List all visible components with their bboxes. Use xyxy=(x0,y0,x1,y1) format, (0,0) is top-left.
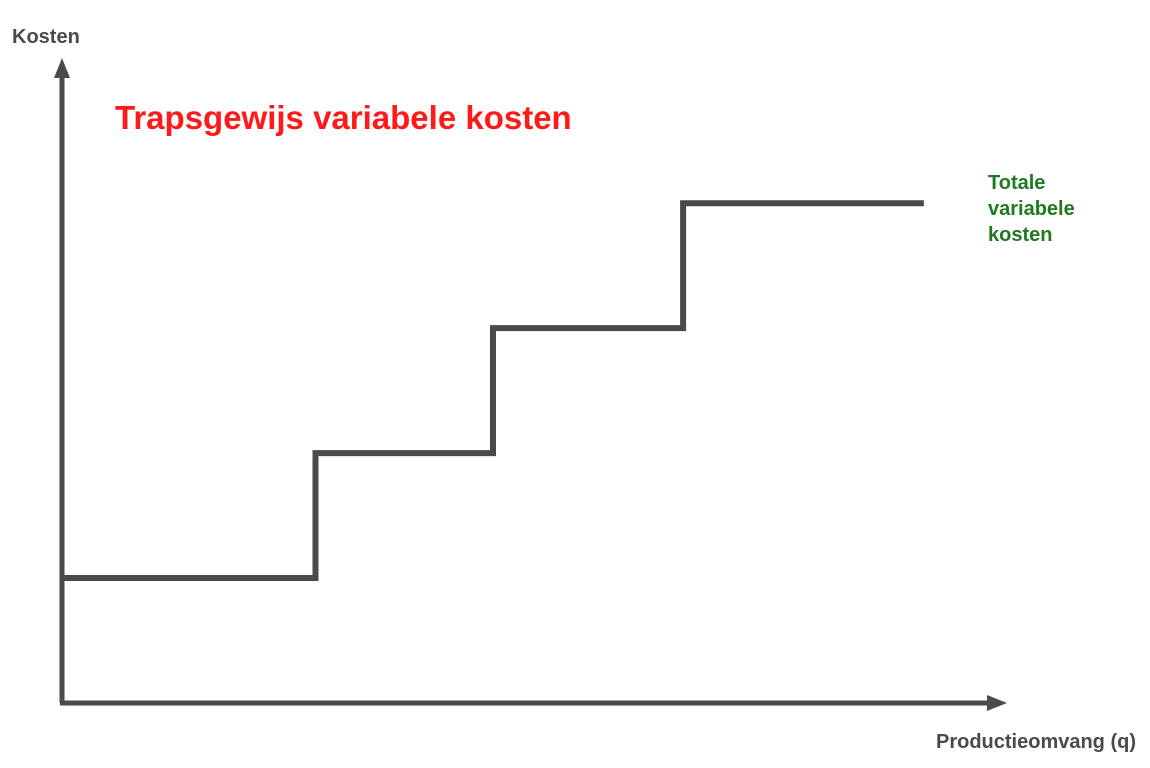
x-axis-arrow xyxy=(987,695,1007,711)
series-label: Totale variabele kosten xyxy=(988,170,1075,248)
y-axis-arrow xyxy=(54,58,70,78)
series-label-line-3: kosten xyxy=(988,224,1053,246)
series-label-line-2: variabele xyxy=(988,198,1075,220)
series-label-line-1: Totale xyxy=(988,172,1046,194)
x-axis-label: Productieomvang (q) xyxy=(935,731,1136,753)
y-axis-label: Kosten xyxy=(12,26,80,48)
chart-title: Trapsgewijs variabele kosten xyxy=(115,99,572,136)
series-line-1 xyxy=(62,200,924,581)
series-group xyxy=(62,200,924,581)
